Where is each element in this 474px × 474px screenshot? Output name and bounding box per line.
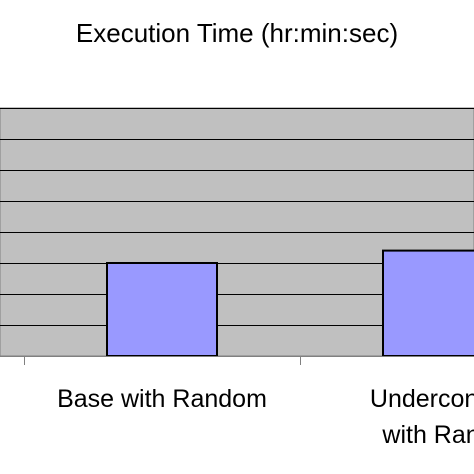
category-label-line: Base with Random <box>57 385 267 413</box>
bars <box>106 249 474 358</box>
category-label-line: Underconstr <box>370 385 474 413</box>
category-labels: Base with Random Underconstr with Rand <box>57 385 474 449</box>
x-ticks <box>24 356 301 365</box>
category-label: Underconstr with Rand <box>370 385 474 449</box>
bar <box>382 249 474 358</box>
category-label: Base with Random <box>57 385 267 413</box>
category-label-line: with Rand <box>381 421 474 449</box>
bar <box>106 262 218 357</box>
chart-title: Execution Time (hr:min:sec) <box>76 18 398 48</box>
